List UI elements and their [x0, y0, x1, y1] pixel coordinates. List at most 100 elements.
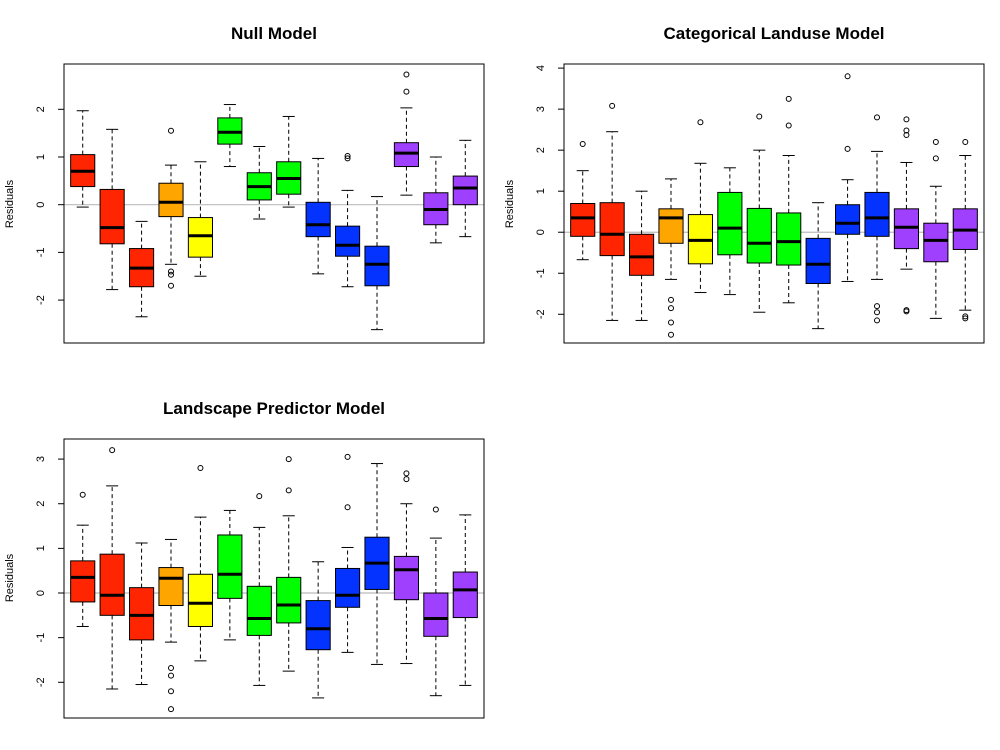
categorical-landuse-model-panel: Categorical Landuse Model Residuals -2 -1… — [504, 24, 985, 344]
y-tick-label: -2 — [35, 677, 47, 687]
outlier-point — [285, 487, 292, 494]
iqr-box — [599, 202, 625, 257]
outlier-point — [903, 308, 910, 315]
outlier-point — [344, 504, 351, 511]
outlier-point — [844, 145, 851, 152]
iqr-box — [129, 587, 155, 641]
outlier-point — [403, 71, 410, 78]
box-7 — [246, 493, 272, 686]
plot-area: -2 -1 0 1 2 3 — [35, 438, 485, 719]
box-6 — [717, 167, 743, 296]
iqr-box — [452, 175, 478, 206]
outlier-point — [874, 303, 880, 310]
outlier-point — [168, 688, 174, 695]
chart-title: Landscape Predictor Model — [163, 399, 385, 418]
y-tick-label: 3 — [535, 106, 547, 112]
outlier-point — [256, 493, 263, 500]
outlier-point — [844, 73, 851, 80]
outlier-point — [197, 465, 204, 472]
box-11 — [364, 463, 390, 665]
outlier-point — [932, 155, 939, 162]
outlier-point — [168, 672, 174, 679]
outlier-point — [932, 138, 939, 145]
y-axis: -2 -1 0 1 2 3 4 — [535, 65, 564, 319]
y-axis: -2 -1 0 1 2 — [35, 106, 64, 305]
plot-frame — [563, 63, 985, 344]
box-10 — [835, 73, 861, 282]
box-10 — [335, 453, 361, 653]
box-14 — [452, 514, 478, 686]
box-11 — [364, 196, 390, 331]
outlier-point — [168, 271, 174, 278]
y-tick-label: 2 — [35, 501, 47, 507]
box-12 — [393, 470, 419, 665]
outlier-point — [285, 456, 292, 463]
outlier-point — [168, 665, 174, 672]
outlier-point — [903, 116, 910, 123]
box-6 — [217, 509, 243, 641]
box-7 — [246, 146, 272, 220]
outlier-point — [168, 282, 174, 289]
y-tick-label: 0 — [535, 229, 547, 235]
outlier-point — [609, 102, 616, 109]
outlier-point — [432, 506, 439, 513]
outlier-point — [785, 122, 792, 129]
y-axis-label: Residuals — [504, 179, 516, 228]
box-2 — [599, 102, 625, 321]
iqr-box — [187, 573, 213, 627]
iqr-box — [364, 245, 390, 287]
outlier-point — [668, 296, 674, 303]
box-14 — [952, 138, 978, 322]
box-14 — [452, 139, 478, 238]
box-10 — [335, 153, 361, 288]
iqr-box — [629, 233, 655, 276]
outlier-point — [668, 319, 674, 326]
box-7 — [746, 113, 772, 313]
y-tick-label: 2 — [35, 106, 47, 112]
iqr-box — [217, 534, 243, 599]
outlier-point — [403, 476, 410, 483]
iqr-box — [393, 555, 419, 601]
box-1 — [570, 141, 596, 261]
outlier-point — [403, 88, 410, 95]
iqr-box — [99, 553, 125, 616]
box-9 — [305, 561, 331, 699]
outlier-point — [79, 491, 86, 498]
box-5 — [187, 161, 213, 277]
outlier-point — [344, 155, 351, 162]
iqr-box — [305, 201, 331, 238]
outlier-point — [344, 153, 351, 160]
box-5 — [687, 119, 713, 294]
y-tick-label: 0 — [35, 590, 47, 596]
outlier-point — [962, 315, 969, 322]
landscape-predictor-model-panel: Landscape Predictor Model Residuals -2 -1… — [4, 399, 485, 719]
iqr-box — [570, 203, 596, 237]
box-1 — [70, 491, 96, 627]
outlier-point — [344, 453, 351, 460]
y-axis: -2 -1 0 1 2 3 — [35, 456, 64, 687]
box-3 — [629, 190, 655, 321]
iqr-box — [158, 567, 184, 607]
box-4 — [158, 538, 184, 713]
plot-frame — [63, 438, 485, 719]
iqr-box — [746, 207, 772, 264]
box-4 — [658, 178, 684, 338]
y-tick-label: 1 — [35, 154, 47, 160]
box-9 — [805, 202, 831, 330]
box-2 — [99, 128, 125, 291]
outlier-point — [168, 268, 174, 275]
y-tick-label: -2 — [535, 309, 547, 319]
iqr-box — [452, 571, 478, 619]
iqr-box — [835, 204, 861, 235]
plot-area: -2 -1 0 1 2 3 4 — [535, 63, 985, 344]
outlier-point — [756, 113, 763, 120]
box-13 — [423, 506, 449, 697]
box-5 — [187, 465, 213, 662]
iqr-box — [658, 208, 684, 244]
box-13 — [923, 138, 949, 319]
box-11 — [864, 114, 890, 324]
box-2 — [99, 447, 125, 690]
iqr-box — [305, 600, 331, 651]
iqr-box — [864, 191, 890, 237]
